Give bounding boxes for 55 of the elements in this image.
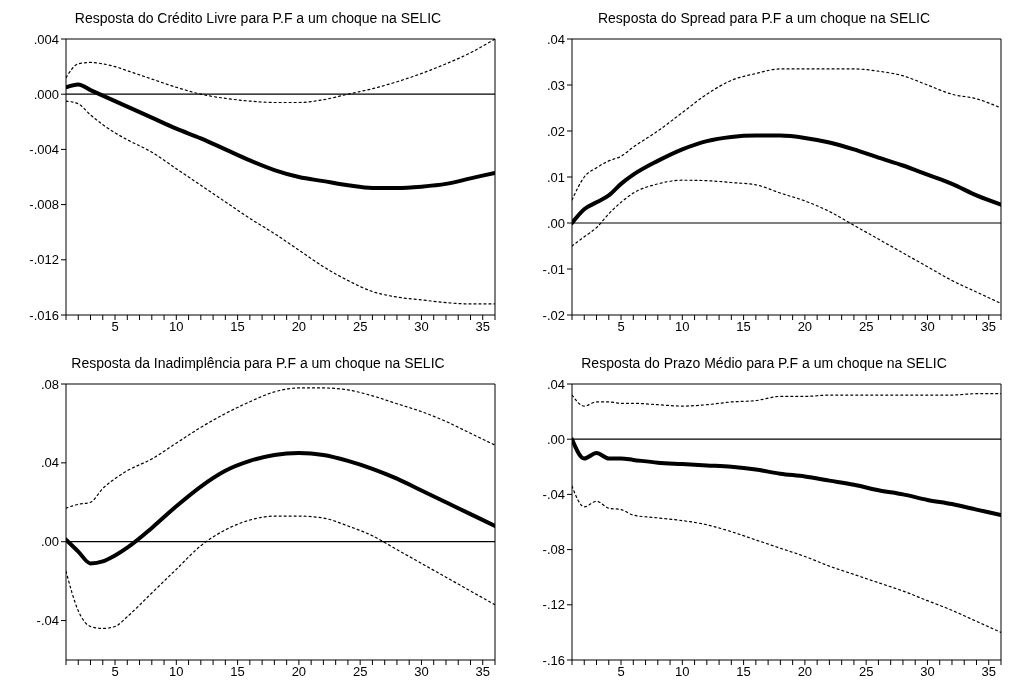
y-tick-label: -.016: [29, 307, 59, 323]
y-tick-label: .004: [33, 31, 59, 47]
x-tick-label: 15: [230, 319, 245, 335]
x-tick-label: 20: [797, 664, 813, 680]
y-tick-label: .04: [40, 455, 59, 471]
x-tick-label: 25: [352, 319, 368, 335]
x-tick-label: 35: [981, 664, 996, 680]
x-tick-label: 30: [414, 319, 429, 335]
x-tick-label: 15: [736, 319, 751, 335]
y-tick-label: .03: [546, 77, 565, 93]
y-tick-label: -.008: [29, 197, 59, 213]
x-tick-label: 15: [736, 664, 751, 680]
y-tick-label: .04: [546, 31, 565, 47]
x-tick-label: 20: [797, 319, 813, 335]
chart-title: Resposta do Prazo Médio para P.F a um choque na SELIC: [580, 354, 948, 373]
y-tick-label: .00: [546, 215, 565, 231]
x-tick-label: 5: [111, 319, 119, 335]
y-tick-label: -.04: [542, 487, 565, 503]
chart-title: Resposta da Inadimplência para P.F a um choque na SELIC: [70, 354, 446, 373]
x-tick-label: 25: [352, 664, 368, 680]
x-tick-label: 15: [230, 664, 245, 680]
x-tick-label: 20: [291, 664, 307, 680]
chart-title: Resposta do Spread para P.F a um choque na SELIC: [596, 9, 932, 28]
y-tick-label: .02: [546, 123, 565, 139]
y-tick-label: .01: [546, 169, 565, 185]
x-tick-label: 5: [111, 664, 119, 680]
y-tick-label: -.08: [542, 542, 565, 558]
x-tick-label: 10: [675, 319, 690, 335]
x-tick-label: 30: [920, 664, 935, 680]
y-tick-label: -.04: [36, 613, 59, 629]
y-tick-label: -.004: [29, 142, 59, 158]
y-tick-label: -.012: [29, 252, 59, 268]
y-tick-label: -.12: [542, 597, 565, 613]
x-tick-label: 5: [617, 664, 625, 680]
y-tick-label: .04: [546, 376, 565, 392]
y-tick-label: .00: [546, 431, 565, 447]
chart-title: Resposta do Crédito Livre para P.F a um choque na SELIC: [73, 9, 443, 28]
x-tick-label: 30: [920, 319, 935, 335]
y-tick-label: .00: [40, 534, 59, 550]
x-tick-label: 10: [169, 319, 184, 335]
x-tick-label: 10: [675, 664, 690, 680]
x-tick-label: 30: [414, 664, 429, 680]
x-tick-label: 35: [475, 664, 490, 680]
x-tick-label: 10: [169, 664, 184, 680]
y-tick-label: -.01: [542, 261, 565, 277]
y-tick-label: .000: [33, 86, 59, 102]
x-tick-label: 35: [475, 319, 490, 335]
x-tick-label: 35: [981, 319, 996, 335]
x-tick-label: 25: [858, 664, 874, 680]
x-tick-label: 25: [858, 319, 874, 335]
x-tick-label: 20: [291, 319, 307, 335]
y-tick-label: .08: [40, 376, 59, 392]
y-tick-label: -.16: [542, 652, 565, 668]
y-tick-label: -.02: [542, 307, 565, 323]
x-tick-label: 5: [617, 319, 625, 335]
